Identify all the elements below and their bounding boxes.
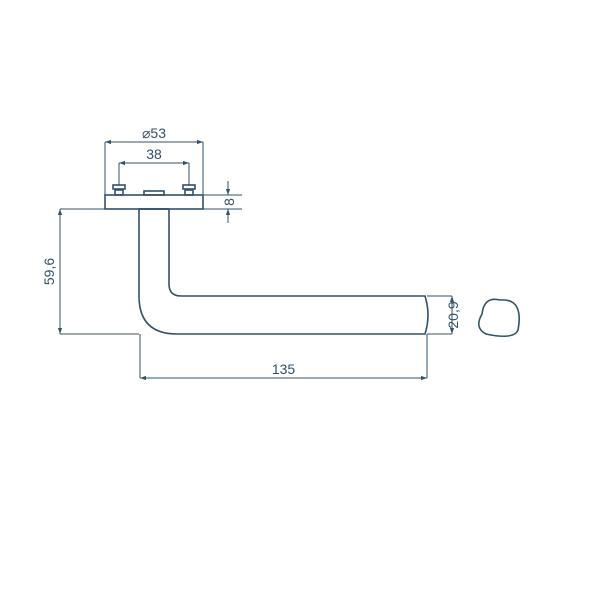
mounting-plate (105, 195, 203, 209)
dimension-label: 20,9 (445, 301, 461, 328)
section-profile (479, 299, 519, 336)
dimension-label: 59,6 (41, 258, 57, 285)
screw-left (115, 190, 123, 195)
dimension-label: 8 (221, 198, 237, 206)
screw-right (185, 190, 193, 195)
handle-outline (139, 209, 428, 334)
dimension-label: 135 (272, 361, 296, 377)
center-tab (144, 191, 164, 195)
dimension-label: 38 (146, 146, 162, 162)
dimension-label: ⌀53 (142, 125, 166, 141)
front-view (105, 185, 428, 334)
